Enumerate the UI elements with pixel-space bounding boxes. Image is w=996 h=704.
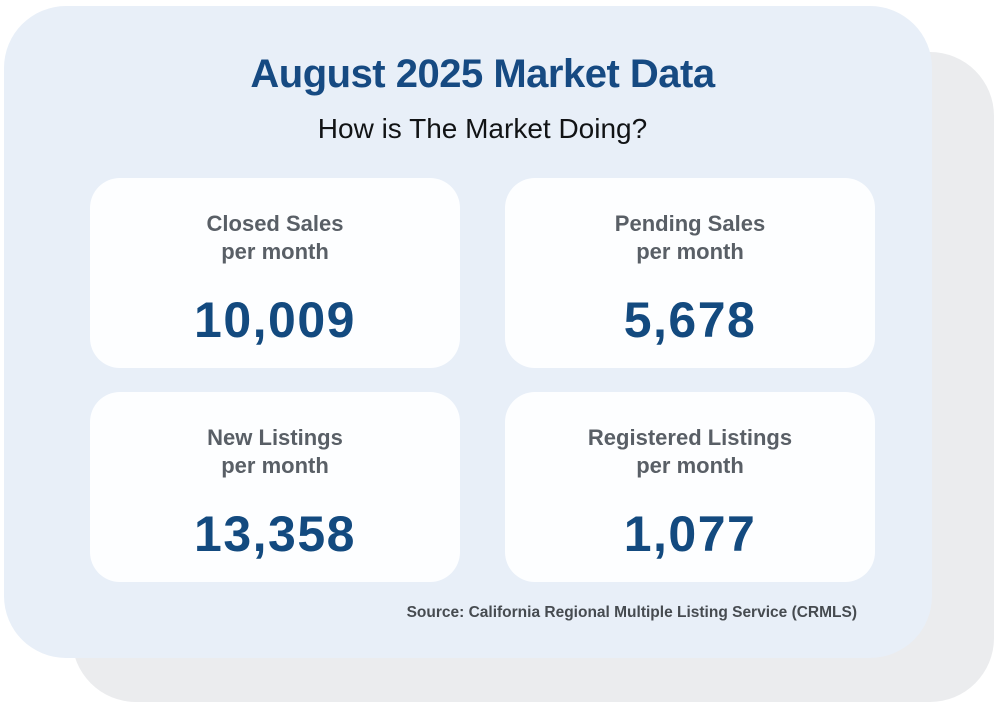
stat-value: 10,009 — [194, 292, 356, 348]
stat-label: New Listings per month — [90, 424, 460, 480]
stat-grid: Closed Sales per month 10,009 Pending Sa… — [90, 178, 875, 582]
stat-value: 5,678 — [623, 292, 757, 348]
stat-label-line1: Closed Sales — [206, 211, 344, 236]
stat-label-line1: Pending Sales — [614, 211, 766, 236]
stat-value: 13,358 — [194, 506, 356, 562]
stat-label-line2: per month — [221, 453, 329, 478]
main-card-content: August 2025 Market Data How is The Marke… — [4, 6, 932, 658]
stat-label-line2: per month — [221, 239, 329, 264]
stat-value: 1,077 — [623, 506, 757, 562]
page-title: August 2025 Market Data — [250, 52, 715, 96]
main-card: August 2025 Market Data How is The Marke… — [4, 6, 932, 658]
page-subtitle: How is The Market Doing? — [317, 113, 648, 144]
stat-card-new-listings: New Listings per month 13,358 — [90, 392, 460, 582]
stat-label-line1: Registered Listings — [587, 425, 793, 450]
source-attribution: Source: California Regional Multiple Lis… — [406, 604, 857, 621]
stat-card-registered-listings: Registered Listings per month 1,077 — [505, 392, 875, 582]
stat-label: Closed Sales per month — [90, 210, 460, 266]
stat-label-line1: New Listings — [207, 425, 343, 450]
stat-label-line2: per month — [636, 453, 744, 478]
stat-label-line2: per month — [636, 239, 744, 264]
stat-label: Registered Listings per month — [505, 424, 875, 480]
stat-card-closed-sales: Closed Sales per month 10,009 — [90, 178, 460, 368]
stat-card-pending-sales: Pending Sales per month 5,678 — [505, 178, 875, 368]
stat-label: Pending Sales per month — [505, 210, 875, 266]
